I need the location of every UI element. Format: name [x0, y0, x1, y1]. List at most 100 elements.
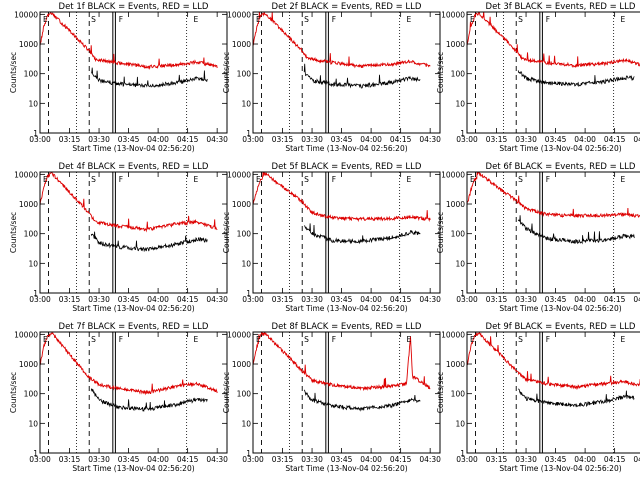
x-tick-label: 04:30 [206, 135, 228, 144]
x-tick-label: 04:30 [419, 295, 441, 304]
y-tick-label: 10 [28, 419, 38, 428]
plot-frame [39, 11, 228, 134]
y-axis-label: Counts/sec [436, 212, 445, 253]
y-tick-label: 1000 [19, 40, 38, 49]
plot-area [40, 12, 218, 133]
chart-panel-7: Det 7f BLACK = Events, RED = LLD E S F E 1 10 1… [9, 322, 228, 473]
x-tick-label: 03:15 [59, 135, 81, 144]
corner-mark: E [621, 335, 626, 344]
corner-mark: E [256, 335, 261, 344]
series-lld-line [253, 12, 431, 69]
x-tick-label: 04:30 [633, 295, 640, 304]
corner-mark: S [304, 15, 309, 24]
chart-title: Det 3f BLACK = Events, RED = LLD [486, 2, 636, 12]
x-axis-label: Start Time (13-Nov-04 02:56:20) [499, 144, 621, 153]
y-tick-label: 10000 [227, 330, 251, 339]
corner-mark: E [470, 15, 475, 24]
chart-panel-9: Det 9f BLACK = Events, RED = LLD E S F E 1 10 1… [436, 322, 640, 473]
x-tick-label: 04:30 [633, 135, 640, 144]
y-tick-label: 1 [246, 289, 251, 298]
x-tick-label: 04:00 [574, 455, 596, 464]
corner-mark: E [43, 15, 48, 24]
x-tick-label: 03:45 [118, 135, 140, 144]
corner-mark: S [91, 175, 96, 184]
corner-mark: E [256, 175, 261, 184]
y-tick-label: 100 [451, 390, 466, 399]
y-tick-label: 10000 [14, 330, 38, 339]
corner-mark: E [194, 335, 199, 344]
x-tick-label: 04:30 [633, 455, 640, 464]
y-tick-label: 10000 [14, 170, 38, 179]
series-events-line [303, 63, 421, 89]
x-axis-label: Start Time (13-Nov-04 02:56:20) [285, 144, 407, 153]
series-events-line [517, 215, 635, 245]
series-lld-line [253, 172, 431, 223]
x-tick-label: 03:30 [301, 135, 323, 144]
x-tick-label: 03:30 [515, 295, 537, 304]
x-tick-label: 03:15 [486, 295, 508, 304]
y-tick-label: 100 [237, 70, 252, 79]
plot-frame [466, 331, 640, 454]
corner-mark: S [518, 175, 523, 184]
x-tick-label: 04:15 [177, 455, 199, 464]
y-tick-label: 10 [241, 99, 251, 108]
y-tick-label: 1000 [446, 40, 465, 49]
x-tick-label: 03:45 [545, 135, 567, 144]
chart-title: Det 2f BLACK = Events, RED = LLD [272, 2, 422, 12]
x-tick-label: 04:00 [147, 295, 169, 304]
x-tick-label: 04:15 [604, 295, 626, 304]
plot-area [253, 172, 431, 293]
y-tick-label: 1000 [19, 360, 38, 369]
x-tick-label: 04:00 [147, 455, 169, 464]
chart-panel-4: Det 4f BLACK = Events, RED = LLD E S F E 1 10 1… [9, 162, 228, 313]
corner-mark: E [621, 175, 626, 184]
x-tick-label: 04:15 [177, 135, 199, 144]
y-tick-label: 1 [460, 449, 465, 458]
x-tick-label: 03:15 [486, 455, 508, 464]
y-axis-label: Counts/sec [436, 52, 445, 93]
y-tick-label: 10000 [441, 10, 465, 19]
x-tick-label: 04:00 [147, 135, 169, 144]
y-tick-label: 100 [24, 70, 39, 79]
y-tick-label: 100 [237, 230, 252, 239]
corner-mark: E [256, 15, 261, 24]
y-tick-label: 1 [460, 289, 465, 298]
corner-mark: F [119, 335, 123, 344]
corner-mark: F [332, 175, 336, 184]
x-tick-label: 03:00 [242, 135, 264, 144]
x-tick-label: 03:15 [486, 135, 508, 144]
x-tick-label: 04:00 [360, 295, 382, 304]
corner-mark: E [621, 15, 626, 24]
y-tick-label: 1000 [232, 360, 251, 369]
series-events-line [518, 388, 635, 408]
y-tick-label: 10000 [14, 10, 38, 19]
plot-frame [466, 171, 640, 294]
y-tick-label: 10 [455, 419, 465, 428]
series-lld-line [467, 332, 640, 390]
y-tick-label: 10000 [441, 170, 465, 179]
x-tick-label: 04:30 [206, 295, 228, 304]
plot-frame [39, 171, 228, 294]
x-tick-label: 04:00 [574, 135, 596, 144]
plot-frame [252, 171, 441, 294]
corner-mark: S [91, 15, 96, 24]
x-tick-label: 03:30 [301, 295, 323, 304]
series-events-line [91, 67, 208, 88]
plot-area [253, 12, 431, 133]
x-tick-label: 04:15 [177, 295, 199, 304]
y-tick-label: 1 [33, 289, 38, 298]
x-tick-label: 04:15 [604, 135, 626, 144]
chart-title: Det 1f BLACK = Events, RED = LLD [59, 2, 209, 12]
y-tick-label: 100 [451, 70, 466, 79]
corner-mark: E [43, 335, 48, 344]
x-tick-label: 03:00 [456, 455, 478, 464]
chart-panel-3: Det 3f BLACK = Events, RED = LLD E S F E 1 10 1… [436, 2, 640, 153]
corner-mark: E [194, 15, 199, 24]
y-axis-label: Counts/sec [222, 372, 231, 413]
plot-frame [466, 11, 640, 134]
chart-panel-6: Det 6f BLACK = Events, RED = LLD E S F E 1 10 1… [436, 162, 640, 313]
y-tick-label: 10 [455, 259, 465, 268]
x-tick-label: 04:15 [390, 135, 412, 144]
plot-area [40, 172, 218, 293]
